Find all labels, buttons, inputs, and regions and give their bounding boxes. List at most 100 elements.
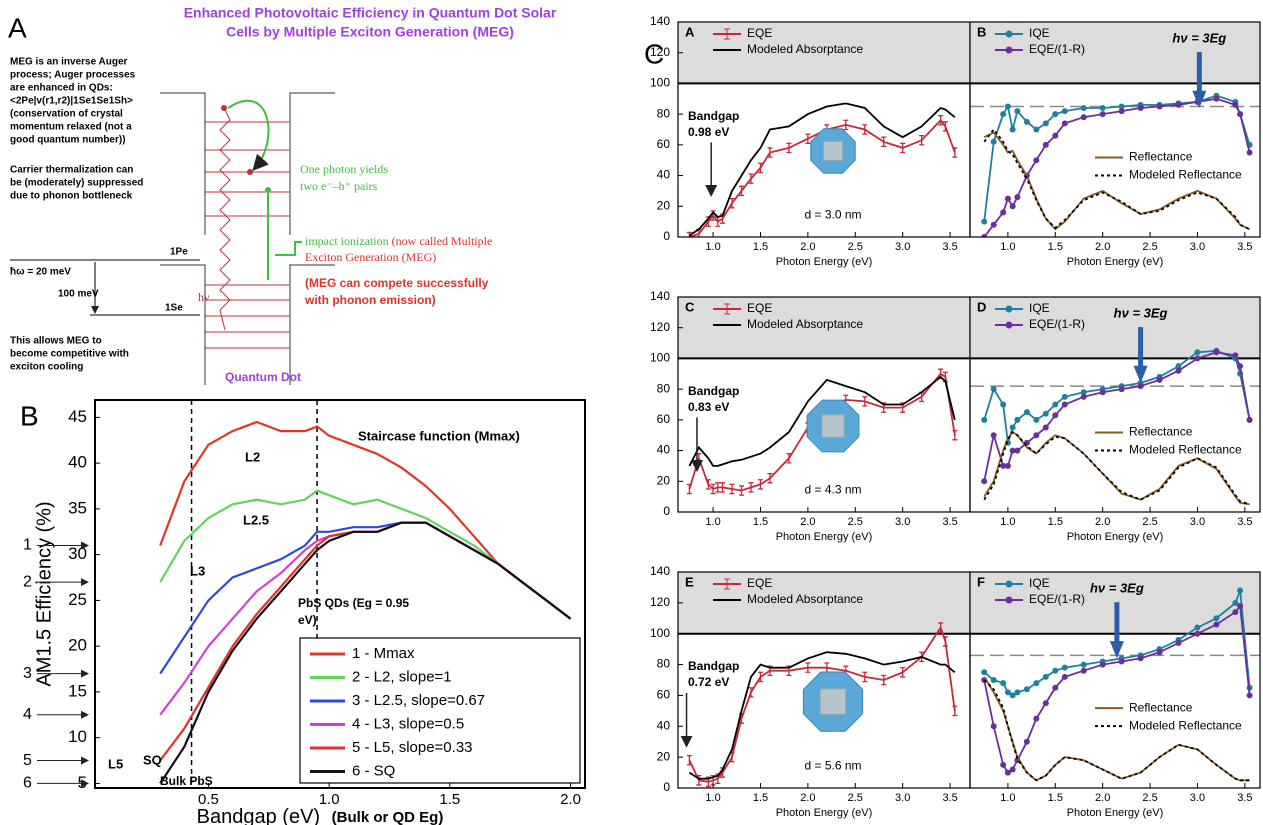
level-label: 1Pe (170, 247, 188, 258)
note: (conservation of crystal (10, 109, 123, 120)
point (1000, 761, 1007, 768)
point (1033, 157, 1040, 164)
point (1000, 209, 1007, 216)
point (1156, 649, 1163, 656)
error-bar (686, 483, 692, 495)
point (1080, 667, 1087, 674)
legend-label: 3 - L2.5, slope=0.67 (352, 692, 485, 709)
x-tick-label: 1.0 (705, 241, 720, 253)
legend-label: 4 - L3, slope=0.5 (352, 715, 464, 732)
panel-letter: F (977, 574, 985, 589)
x-tick-label: 1.0 (1000, 792, 1015, 804)
legend-marker (724, 28, 730, 40)
legend-marker (1005, 596, 1013, 604)
series-line (983, 351, 1251, 482)
series-line (688, 102, 956, 237)
x-tick-label: 3.5 (1237, 516, 1252, 528)
x-tick-label: 3.5 (1237, 241, 1252, 253)
point (1080, 661, 1087, 668)
point (1014, 108, 1021, 115)
series-group (981, 347, 1253, 506)
connector (275, 241, 302, 256)
point (1014, 416, 1021, 423)
x-tick-label: 2.5 (848, 516, 863, 528)
well (160, 92, 335, 385)
point (1194, 624, 1201, 631)
bandgap-label: Bandgap (688, 384, 739, 398)
dot-label: Quantum Dot (225, 370, 301, 384)
point (1009, 126, 1016, 133)
photon-label: hν = 3Eg (1172, 31, 1226, 46)
point (990, 386, 997, 393)
x-tick-label: 3.0 (895, 792, 910, 804)
x-axis-note: (Bulk or QD Eg) (332, 809, 444, 825)
inset-label: d = 4.3 nm (804, 483, 861, 497)
x-tick-label: 1.5 (439, 791, 460, 808)
x-tick-label: 2.0 (1095, 792, 1110, 804)
point (1061, 393, 1068, 400)
x-tick-label: 3.0 (895, 516, 910, 528)
legend-label: Reflectance (1129, 700, 1193, 714)
x-tick-label: 1.5 (1048, 241, 1063, 253)
x-tick-label: 3.5 (942, 241, 957, 253)
frame (94, 399, 586, 789)
y-tick-label: 60 (657, 412, 671, 426)
error-bar (705, 479, 711, 490)
point (1014, 689, 1021, 696)
series-group (686, 622, 958, 788)
point (1175, 639, 1182, 646)
level-label: ħω = 20 meV (10, 267, 71, 278)
point (1246, 149, 1253, 156)
point (1061, 401, 1068, 408)
x-axis-label: Photon Energy (eV) (776, 256, 873, 268)
photon-label: hν = 3Eg (1090, 581, 1144, 596)
y-tick-label: 40 (657, 443, 671, 457)
photon-arrowhead (1109, 641, 1124, 659)
point (1009, 203, 1016, 210)
point (1099, 105, 1106, 111)
photon-label: hν = 3Eg (1114, 306, 1168, 321)
legend-label: Modeled Reflectance (1129, 168, 1242, 182)
legend-label: Modeled Absorptance (747, 592, 863, 606)
point (1080, 114, 1087, 121)
y-tick-label: 80 (657, 106, 671, 120)
legend-label: IQE (1029, 26, 1050, 40)
level-label: 100 meV (58, 289, 99, 300)
series-group (159, 420, 572, 785)
error-bar (900, 667, 906, 678)
y-tick-label: 20 (657, 473, 671, 487)
point (981, 669, 988, 676)
point (1014, 194, 1021, 201)
x-axis-label: Photon Energy (eV) (1067, 256, 1164, 268)
x-tick-label: 3.0 (1190, 516, 1205, 528)
panel-a-diagram: A Enhanced Photovoltaic Efficiency in Qu… (8, 5, 557, 385)
legend-label: EQE/(1-R) (1029, 42, 1085, 56)
panel-label: B (20, 400, 39, 431)
series-line (688, 372, 956, 492)
point (1213, 349, 1220, 356)
series-line (983, 349, 1251, 444)
y-tick-label: 100 (650, 351, 670, 365)
error-bar (757, 162, 763, 174)
y-tick-label: 40 (657, 168, 671, 182)
y-tick-label: 45 (68, 407, 87, 426)
point (1137, 655, 1144, 662)
inset-label: d = 5.6 nm (804, 759, 861, 773)
legend-label: IQE (1029, 301, 1050, 315)
error-bar (938, 622, 944, 633)
x-tick-label: 1.0 (705, 792, 720, 804)
panel-letter: A (685, 24, 695, 39)
x-tick-label: 2.0 (1095, 241, 1110, 253)
point (1014, 447, 1021, 454)
legend-label: EQE (747, 576, 772, 590)
nanocrystal-facet (822, 140, 844, 162)
bandgap-label: 0.83 eV (688, 400, 729, 414)
point (1213, 95, 1220, 102)
point (1080, 105, 1087, 111)
point (1052, 412, 1059, 419)
diagram-title: Cells by Multiple Exciton Generation (ME… (226, 24, 514, 40)
point (1004, 103, 1011, 110)
series-group (686, 102, 958, 237)
point (981, 478, 988, 485)
series-line (688, 651, 956, 780)
